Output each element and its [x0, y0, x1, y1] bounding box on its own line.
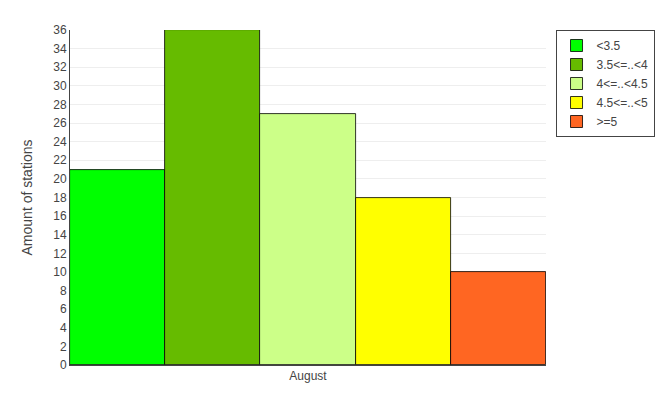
svg-text:34: 34: [53, 42, 67, 56]
svg-text:22: 22: [53, 153, 67, 167]
svg-text:0: 0: [60, 358, 67, 372]
svg-text:36: 36: [53, 23, 67, 37]
svg-text:>=5: >=5: [597, 115, 618, 129]
svg-text:16: 16: [53, 209, 67, 223]
svg-text:2: 2: [60, 340, 67, 354]
svg-text:18: 18: [53, 191, 67, 205]
svg-text:<3.5: <3.5: [597, 39, 621, 53]
svg-text:12: 12: [53, 247, 67, 261]
svg-text:4<=..<4.5: 4<=..<4.5: [597, 77, 648, 91]
svg-text:4.5<=..<5: 4.5<=..<5: [597, 96, 648, 110]
svg-text:4: 4: [60, 321, 67, 335]
svg-text:8: 8: [60, 284, 67, 298]
svg-text:10: 10: [53, 265, 67, 279]
svg-text:August: August: [289, 369, 327, 383]
svg-text:28: 28: [53, 98, 67, 112]
svg-text:30: 30: [53, 79, 67, 93]
svg-text:Amount of stations: Amount of stations: [19, 140, 35, 256]
svg-text:3.5<=..<4: 3.5<=..<4: [597, 58, 648, 72]
svg-text:14: 14: [53, 228, 67, 242]
svg-text:6: 6: [60, 302, 67, 316]
svg-text:20: 20: [53, 172, 67, 186]
svg-text:24: 24: [53, 135, 67, 149]
svg-text:32: 32: [53, 60, 67, 74]
svg-text:26: 26: [53, 116, 67, 130]
